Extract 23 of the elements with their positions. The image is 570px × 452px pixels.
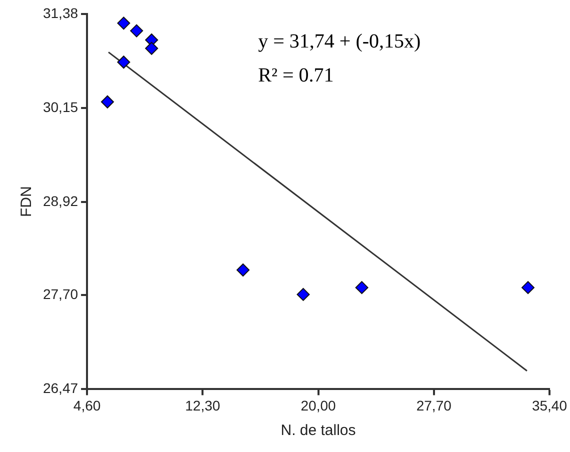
y-tick-label: 27,70 [42, 286, 78, 302]
point [117, 16, 130, 30]
y-tick-label: 30,15 [42, 98, 78, 115]
y-tick-label: 26,47 [42, 380, 78, 396]
y-tick-label: 28,92 [42, 192, 78, 209]
annotation: y = 31,74 + (-0,15x) [258, 30, 421, 52]
point [355, 281, 368, 294]
x-tick-label: 20,00 [300, 397, 336, 414]
point [236, 263, 250, 276]
point [296, 288, 310, 301]
x-tick-label: 12,30 [185, 397, 220, 414]
annotation: R² = 0.71 [258, 64, 334, 86]
y-tick-label: 31,38 [42, 4, 78, 21]
point [145, 42, 158, 55]
point [100, 95, 114, 108]
x-axis-title: N. de tallos [280, 422, 356, 440]
y-axis-title: FDN [18, 186, 36, 218]
point [130, 24, 144, 38]
x-tick-label: 4,60 [73, 397, 101, 414]
point [522, 281, 535, 294]
point [117, 56, 130, 69]
x-tick-label: 27,70 [416, 397, 452, 414]
x-tick-label: 35,40 [532, 397, 568, 414]
